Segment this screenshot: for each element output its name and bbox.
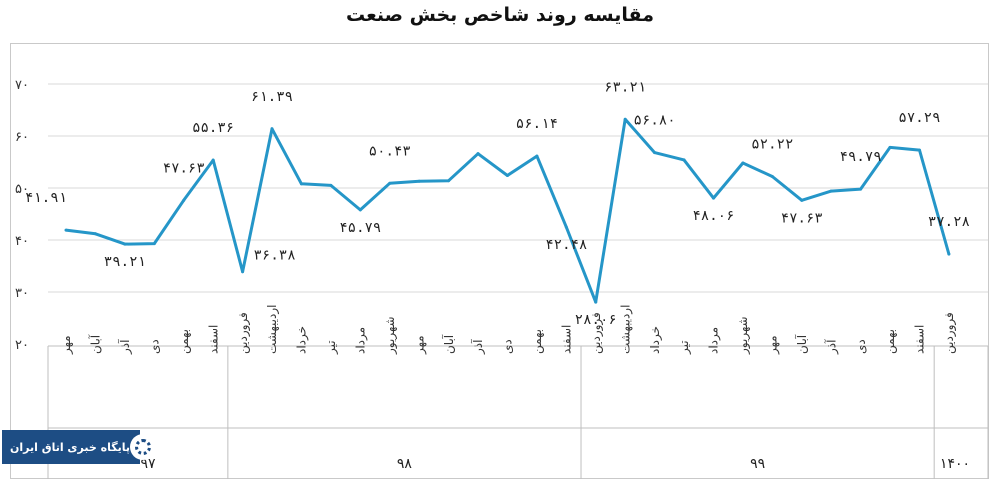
data-label: ۵۵.۳۶ — [192, 120, 234, 136]
data-point — [123, 242, 127, 246]
data-label: ۳۷.۲۸ — [928, 214, 970, 230]
data-label: ۴۱.۹۱ — [25, 190, 67, 206]
x-tick-label: خرداد — [295, 326, 310, 354]
data-point — [299, 182, 303, 186]
data-point — [888, 145, 892, 149]
data-point — [329, 183, 333, 187]
data-label: ۴۲.۴۸ — [545, 237, 587, 253]
x-tick-label: آبان — [441, 334, 456, 354]
x-tick-label: اردیبهشت — [618, 305, 633, 354]
data-point — [93, 232, 97, 236]
chart-frame — [10, 43, 989, 479]
x-tick-label: مهر — [59, 335, 74, 355]
data-point — [535, 154, 539, 158]
x-tick-label: اسفند — [913, 325, 927, 354]
data-point — [358, 208, 362, 212]
x-tick-label: دی — [854, 339, 868, 354]
x-tick-label: اردیبهشت — [265, 305, 280, 354]
data-point — [770, 174, 774, 178]
data-point — [800, 198, 804, 202]
x-tick-label: آبان — [794, 334, 809, 354]
data-point — [741, 161, 745, 165]
data-label: ۵۶.۱۴ — [516, 116, 558, 132]
data-label: ۵۶.۸۰ — [634, 113, 676, 129]
x-tick-label: اسفند — [206, 325, 220, 354]
x-tick-label: فروردین — [942, 312, 957, 354]
data-point — [447, 179, 451, 183]
x-tick-label: مرداد — [354, 327, 369, 354]
x-tick-label: فروردین — [236, 312, 251, 354]
x-tick-label: فروردین — [589, 312, 604, 354]
data-point — [711, 196, 715, 200]
x-tick-label: شهریور — [736, 316, 751, 355]
year-label: ۹۷ — [140, 456, 156, 472]
data-point — [505, 174, 509, 178]
y-tick-label: ۴۰ — [15, 234, 29, 249]
data-point — [211, 158, 215, 162]
x-tick-label: آذر — [470, 339, 486, 355]
chart-title: مقایسه روند شاخص بخش صنعت — [346, 4, 654, 26]
data-point — [947, 252, 951, 256]
x-tick-label: مرداد — [707, 327, 722, 354]
year-label: ۱۴۰۰ — [940, 456, 970, 472]
data-point — [476, 152, 480, 156]
x-tick-label: آذر — [117, 339, 133, 355]
news-agency-logo: پایگاه خبری اتاق ایران — [2, 430, 157, 464]
data-label: ۴۷.۶۳ — [781, 210, 823, 226]
x-tick-label: بهمن — [883, 329, 898, 354]
y-tick-label: ۶۰ — [15, 130, 29, 145]
x-tick-label: آبان — [88, 334, 103, 354]
data-label: ۲۸.۰۶ — [575, 312, 617, 328]
logo-text: پایگاه خبری اتاق ایران — [10, 440, 131, 454]
x-tick-label: بهمن — [530, 329, 545, 354]
data-point — [917, 148, 921, 152]
data-point — [152, 242, 156, 246]
data-label: ۳۶.۳۸ — [254, 248, 296, 264]
data-point — [270, 127, 274, 131]
y-tick-label: ۳۰ — [15, 286, 29, 301]
data-label: ۶۳.۲۱ — [604, 79, 646, 95]
x-tick-label: مهر — [412, 335, 427, 355]
y-tick-label: ۷۰ — [15, 78, 29, 93]
data-label: ۶۱.۳۹ — [251, 89, 293, 105]
data-point — [388, 181, 392, 185]
data-label: ۴۹.۷۹ — [840, 149, 882, 165]
data-point — [623, 117, 627, 121]
chamber-emblem-icon — [130, 434, 157, 460]
x-tick-label: آذر — [823, 339, 839, 355]
x-tick-label: خرداد — [648, 326, 663, 354]
data-label: ۵۷.۲۹ — [898, 110, 940, 126]
data-point — [64, 228, 68, 232]
x-tick-label: دی — [501, 339, 515, 354]
data-point — [594, 300, 598, 304]
x-tick-label: بهمن — [177, 329, 192, 354]
data-point — [859, 187, 863, 191]
data-point — [182, 198, 186, 202]
data-label: ۴۷.۶۳ — [163, 160, 205, 176]
data-point — [564, 225, 568, 229]
data-point — [241, 270, 245, 274]
data-label: ۴۸.۰۶ — [692, 208, 734, 224]
year-label: ۹۹ — [750, 456, 765, 472]
x-tick-label: تیر — [677, 340, 692, 355]
y-tick-label: ۵۰ — [15, 182, 29, 197]
data-label: ۵۲.۲۲ — [751, 136, 793, 152]
data-point — [829, 189, 833, 193]
data-point — [653, 151, 657, 155]
x-tick-label: مهر — [766, 335, 781, 355]
data-label: ۴۵.۷۹ — [339, 220, 381, 236]
data-point — [682, 158, 686, 162]
y-tick-label: ۲۰ — [15, 338, 29, 353]
x-tick-label: دی — [147, 339, 161, 354]
data-point — [417, 179, 421, 183]
x-tick-label: اسفند — [560, 325, 574, 354]
x-tick-label: تیر — [324, 340, 339, 355]
year-label: ۹۸ — [397, 456, 413, 472]
data-label: ۳۹.۲۱ — [104, 254, 146, 270]
data-label: ۵۰.۴۳ — [369, 143, 411, 159]
x-tick-label: شهریور — [383, 316, 398, 355]
